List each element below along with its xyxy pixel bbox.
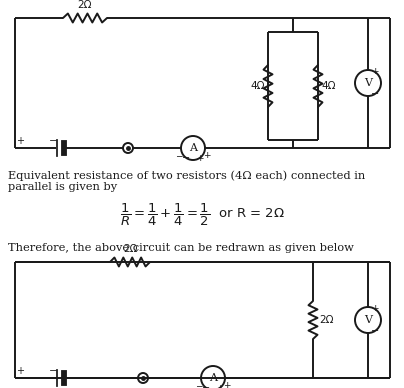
Text: 4Ω: 4Ω: [250, 81, 265, 91]
Text: +: +: [203, 151, 211, 161]
Text: parallel is given by: parallel is given by: [8, 182, 117, 192]
Text: 2Ω: 2Ω: [319, 315, 333, 325]
Text: +: +: [196, 154, 204, 163]
Text: 2Ω: 2Ω: [123, 244, 137, 254]
Text: V: V: [364, 78, 372, 88]
Text: −: −: [371, 326, 379, 336]
Text: +: +: [16, 366, 24, 376]
Text: Equivalent resistance of two resistors (4Ω each) connected in: Equivalent resistance of two resistors (…: [8, 170, 365, 180]
Circle shape: [355, 307, 381, 333]
Circle shape: [201, 366, 225, 388]
Text: 4Ω: 4Ω: [321, 81, 335, 91]
Text: −: −: [202, 383, 210, 388]
Text: +: +: [217, 384, 224, 388]
Text: Therefore, the above circuit can be redrawn as given below: Therefore, the above circuit can be redr…: [8, 243, 354, 253]
Circle shape: [181, 136, 205, 160]
Text: $\dfrac{1}{R} = \dfrac{1}{4} + \dfrac{1}{4} = \dfrac{1}{2}$  or R = 2$\Omega$: $\dfrac{1}{R} = \dfrac{1}{4} + \dfrac{1}…: [120, 202, 284, 228]
Text: +: +: [371, 68, 379, 76]
Text: V: V: [364, 315, 372, 325]
Text: A: A: [209, 373, 217, 383]
Text: A: A: [189, 143, 197, 153]
Text: +: +: [371, 305, 379, 314]
Text: −: −: [195, 381, 203, 388]
Text: +: +: [223, 381, 231, 388]
Text: −: −: [48, 366, 57, 376]
Text: −: −: [182, 153, 190, 163]
Text: −: −: [175, 151, 183, 161]
Text: −: −: [48, 136, 57, 146]
Circle shape: [355, 70, 381, 96]
Text: 2Ω: 2Ω: [78, 0, 92, 10]
Text: −: −: [371, 89, 379, 99]
Text: +: +: [16, 136, 24, 146]
